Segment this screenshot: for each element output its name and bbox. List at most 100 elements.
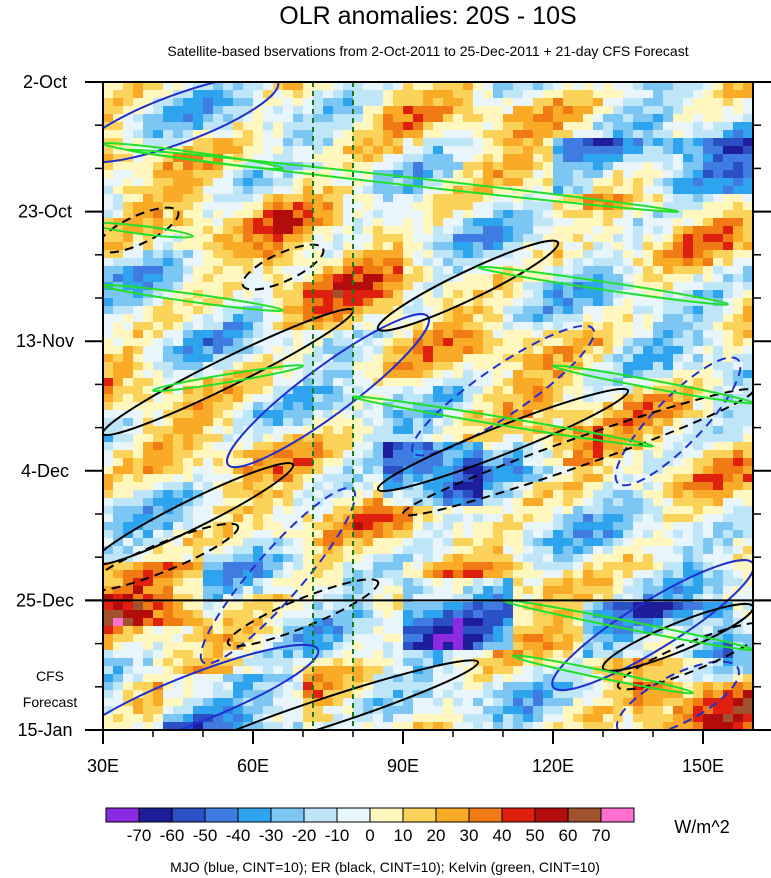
heat-cell xyxy=(623,330,634,339)
heat-cell xyxy=(593,98,604,107)
heat-cell xyxy=(573,570,584,579)
heat-cell xyxy=(553,186,564,195)
heat-cell xyxy=(353,674,364,683)
heat-cell xyxy=(693,538,704,547)
heat-cell xyxy=(113,434,124,443)
heat-cell xyxy=(583,538,594,547)
heat-cell xyxy=(153,450,164,459)
heat-cell xyxy=(313,506,324,515)
heat-cell xyxy=(283,562,294,571)
heat-cell xyxy=(203,314,214,323)
heat-cell xyxy=(333,98,344,107)
heat-cell xyxy=(693,562,704,571)
heat-cell xyxy=(323,402,334,411)
heat-cell xyxy=(653,274,664,283)
heat-cell xyxy=(193,338,204,347)
heat-cell xyxy=(163,362,174,371)
heat-cell xyxy=(333,626,344,635)
heat-cell xyxy=(583,170,594,179)
heat-cell xyxy=(283,306,294,315)
heat-cell xyxy=(553,482,564,491)
heat-cell xyxy=(293,82,304,91)
heat-cell xyxy=(113,514,124,523)
heat-cell xyxy=(333,226,344,235)
heat-cell xyxy=(683,282,694,291)
heat-cell xyxy=(273,514,284,523)
heat-cell xyxy=(233,202,244,211)
heat-cell xyxy=(263,530,274,539)
heat-cell xyxy=(443,570,454,579)
heat-cell xyxy=(343,538,354,547)
heat-cell xyxy=(733,98,744,107)
heat-cell xyxy=(743,170,753,179)
heat-cell xyxy=(233,90,244,99)
heat-cell xyxy=(493,562,504,571)
heat-cell xyxy=(583,114,594,123)
heat-cell xyxy=(403,674,414,683)
heat-cell xyxy=(493,338,504,347)
heat-cell xyxy=(563,442,574,451)
heat-cell xyxy=(713,650,724,659)
heat-cell xyxy=(153,538,164,547)
heat-cell xyxy=(203,258,214,267)
heat-cell xyxy=(573,618,584,627)
heat-cell xyxy=(643,626,654,635)
heat-cell xyxy=(743,130,753,139)
heat-cell xyxy=(583,154,594,163)
heat-cell xyxy=(683,378,694,387)
heat-cell xyxy=(713,602,724,611)
heat-cell xyxy=(453,338,464,347)
heat-cell xyxy=(283,178,294,187)
heat-cell xyxy=(213,258,224,267)
heat-cell xyxy=(653,226,664,235)
heat-cell xyxy=(563,538,574,547)
heat-cell xyxy=(193,306,204,315)
heat-cell xyxy=(243,602,254,611)
heat-cell xyxy=(743,450,753,459)
heat-cell xyxy=(343,458,354,467)
heat-cell xyxy=(133,626,144,635)
heat-cell xyxy=(593,554,604,563)
heat-cell xyxy=(463,466,474,475)
heat-cell xyxy=(233,354,244,363)
heat-cell xyxy=(473,130,484,139)
heat-cell xyxy=(303,682,314,691)
heat-cell xyxy=(483,434,494,443)
heat-cell xyxy=(573,146,584,155)
heat-cell xyxy=(723,482,734,491)
heat-cell xyxy=(423,658,434,667)
heat-cell xyxy=(263,418,274,427)
heat-cell xyxy=(703,498,714,507)
heat-cell xyxy=(713,418,724,427)
heat-cell xyxy=(473,106,484,115)
heat-cell xyxy=(253,90,264,99)
heat-cell xyxy=(693,546,704,555)
heat-cell xyxy=(573,490,584,499)
heat-cell xyxy=(383,570,394,579)
heat-cell xyxy=(593,394,604,403)
heat-cell xyxy=(673,458,684,467)
heat-cell xyxy=(373,130,384,139)
heat-cell xyxy=(563,522,574,531)
heat-cell xyxy=(743,114,753,123)
heat-cell xyxy=(143,218,154,227)
heat-cell xyxy=(263,98,274,107)
heat-cell xyxy=(233,506,244,515)
heat-cell xyxy=(103,538,114,547)
heat-cell xyxy=(353,490,364,499)
heat-cell xyxy=(383,498,394,507)
heat-cell xyxy=(603,98,614,107)
heat-cell xyxy=(233,314,244,323)
heat-cell xyxy=(303,178,314,187)
heat-cell xyxy=(433,626,444,635)
heat-cell xyxy=(473,122,484,131)
heat-cell xyxy=(633,402,644,411)
heat-cell xyxy=(313,674,324,683)
heat-cell xyxy=(343,442,354,451)
heat-cell xyxy=(273,658,284,667)
heat-cell xyxy=(113,482,124,491)
heat-cell xyxy=(713,90,724,99)
heat-cell xyxy=(373,450,384,459)
heat-cell xyxy=(693,658,704,667)
heat-cell xyxy=(393,322,404,331)
